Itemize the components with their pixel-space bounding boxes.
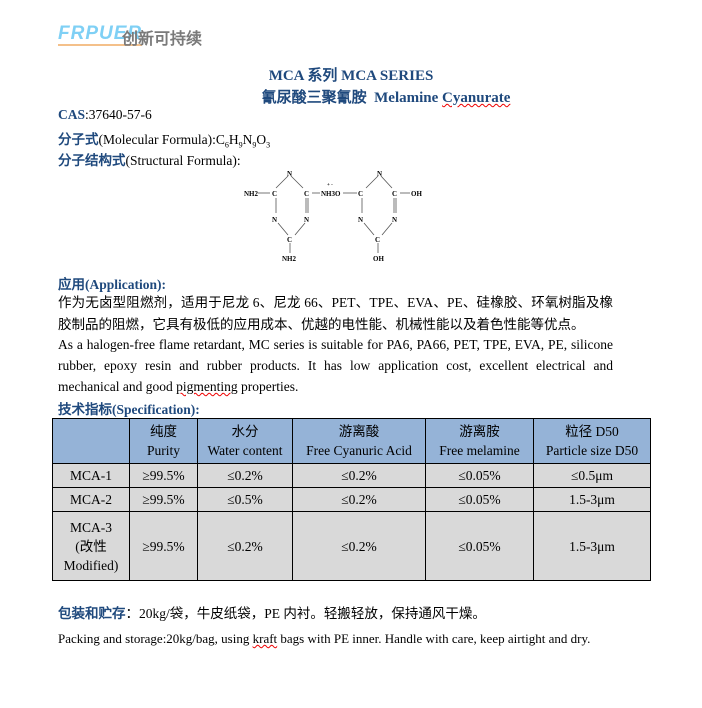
header-cell: 游离酸 Free Cyanuric Acid: [292, 418, 426, 464]
cas-line: CAS:37640-57-6: [58, 107, 152, 123]
atom: N: [287, 170, 292, 178]
header-cn: 粒径 D50: [565, 424, 619, 439]
packing-cn-text: ：20kg/袋，牛皮纸袋，PE 内衬。轻搬轻放，保持通风干燥。: [125, 606, 486, 621]
spec-table: 纯度 Purity 水分 Water content 游离酸 Free Cyanuric …: [52, 418, 651, 581]
table-cell: 1.5-3μm: [533, 511, 651, 581]
atom: OH: [373, 255, 384, 263]
cas-label: CAS: [58, 107, 86, 122]
structure-label: 分子结构式: [58, 153, 126, 168]
application-heading: 应用(Application):: [58, 277, 166, 292]
header-en: Purity: [146, 443, 180, 458]
header-en: Particle size D50: [545, 443, 639, 458]
pack-en-b: kraft: [252, 631, 278, 646]
atom: C: [358, 190, 363, 198]
table-cell: ≤0.05%: [425, 487, 534, 512]
title-line-2: 氰尿酸三聚氰胺 Melamine Cyanurate: [0, 86, 702, 107]
el: O: [256, 132, 267, 147]
el: N: [242, 132, 253, 147]
atom: NH3O: [321, 190, 341, 198]
atom: C: [304, 190, 309, 198]
atom: N: [304, 216, 309, 224]
header-cell: 水分 Water content: [197, 418, 293, 464]
atom: C: [287, 236, 292, 244]
table-cell: ≤0.2%: [292, 463, 426, 488]
app-en-a: As a halogen-free flame retardant, MC se…: [58, 337, 613, 394]
title-cn: 氰尿酸三聚氰胺: [261, 90, 367, 106]
packing-en: Packing and storage:20kg/bag, using kraf…: [58, 627, 613, 651]
table-cell: ≤0.2%: [292, 487, 426, 512]
table-cell: ≤0.2%: [197, 511, 293, 581]
pack-en-c: bags with PE inner. Handle with care, ke…: [277, 631, 591, 646]
logo: FRPUER: [58, 23, 143, 46]
table-cell: ≥99.5%: [129, 511, 198, 581]
atom: OH: [411, 190, 422, 198]
table-cell: ≤0.05%: [425, 511, 534, 581]
table-row: MCA-1 ≥99.5% ≤0.2% ≤0.2% ≤0.05% ≤0.5μm: [52, 463, 651, 488]
packing-cn: 包装和贮存：20kg/袋，牛皮纸袋，PE 内衬。轻搬轻放，保持通风干燥。: [58, 602, 486, 622]
atom: N: [272, 216, 277, 224]
table-cell: ≤0.2%: [197, 463, 293, 488]
title-en-a: Melamine: [374, 90, 443, 106]
table-cell: 1.5-3μm: [533, 487, 651, 512]
table-cell: ≤0.5μm: [533, 463, 651, 488]
sub: 9: [252, 140, 257, 150]
el: H: [228, 132, 239, 147]
sub: 9: [238, 140, 243, 150]
header-cn: 水分: [231, 424, 259, 439]
table-cell: ≥99.5%: [129, 463, 198, 488]
table-cell: MCA-3 (改性 Modified): [52, 511, 130, 581]
header-cn: 游离胺: [459, 424, 500, 439]
formula-label: 分子式: [58, 132, 99, 147]
atom: NH2: [244, 190, 259, 198]
sub: 6: [224, 140, 229, 150]
atom: N: [377, 170, 382, 178]
application-en: As a halogen-free flame retardant, MC se…: [58, 334, 613, 397]
header-en: Water content: [207, 443, 283, 458]
header-cn: 游离酸: [338, 424, 380, 439]
table-row: MCA-3 (改性 Modified) ≥99.5% ≤0.2% ≤0.2% ≤0.05…: [52, 511, 651, 581]
table-cell: ≤0.2%: [292, 511, 426, 581]
atom: NH2: [282, 255, 297, 263]
atom: C: [272, 190, 277, 198]
formula-text: (Molecular Formula):C: [98, 132, 225, 147]
structure-line: 分子结构式(Structural Formula):: [58, 149, 241, 169]
header-cell: 粒径 D50 Particle size D50: [533, 418, 651, 464]
application-cn: 作为无卤型阻燃剂，适用于尼龙 6、尼龙 66、PET、TPE、EVA、PE、硅橡…: [58, 295, 613, 332]
table-row: MCA-2 ≥99.5% ≤0.5% ≤0.2% ≤0.05% 1.5-3μm: [52, 487, 651, 512]
header-cell: 游离胺 Free melamine: [425, 418, 534, 464]
atom: C: [392, 190, 397, 198]
table-cell: ≥99.5%: [129, 487, 198, 512]
table-cell: ≤0.05%: [425, 463, 534, 488]
table-cell: ≤0.5%: [197, 487, 293, 512]
title-en-b: Cyanurate: [442, 90, 511, 106]
header-en: Free melamine: [439, 443, 520, 458]
atom: N: [358, 216, 363, 224]
slogan: 创新可持续: [122, 29, 203, 48]
header-cn: 纯度: [150, 424, 177, 439]
structural-formula: N C C N N C NH2 NH2 NH3O + - N C C N N C…: [244, 170, 422, 263]
structure-text: (Structural Formula):: [125, 153, 241, 168]
table-cell: MCA-1: [52, 463, 130, 488]
table-cell: MCA-2: [52, 487, 130, 512]
header-cell: 纯度 Purity: [129, 418, 198, 464]
atom: N: [392, 216, 397, 224]
header-cell: [52, 418, 130, 464]
atom: C: [375, 236, 380, 244]
sub: 3: [266, 140, 271, 150]
cas-value: :37640-57-6: [85, 107, 152, 122]
charge: + -: [327, 183, 333, 188]
formula-line: 分子式(Molecular Formula):C6H9N9O3: [58, 128, 270, 150]
packing-label: 包装和贮存: [58, 606, 126, 621]
title-line-1: MCA 系列 MCA SERIES: [268, 68, 434, 84]
app-en-c: properties.: [237, 379, 299, 394]
pack-en-a: Packing and storage:20kg/bag, using: [58, 631, 253, 646]
app-en-b: pigmenting: [176, 379, 238, 394]
spec-heading: 技术指标(Specification):: [58, 402, 200, 417]
header-en: Free Cyanuric Acid: [306, 443, 412, 458]
